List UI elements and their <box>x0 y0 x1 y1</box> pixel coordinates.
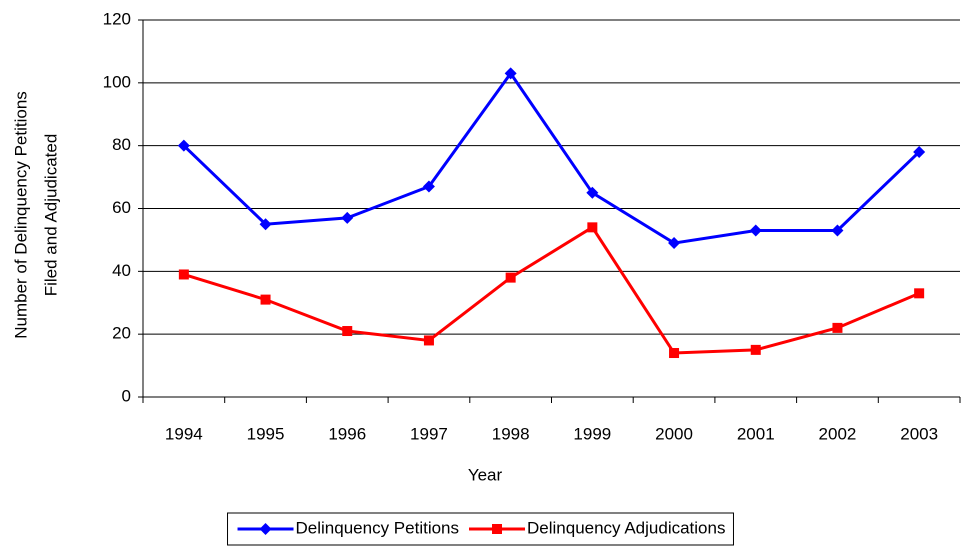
y-tick-label: 60 <box>112 198 131 217</box>
marker <box>178 269 189 280</box>
x-tick-label: 2002 <box>819 424 857 443</box>
y-tick-label: 120 <box>103 9 131 28</box>
y-tick-label: 100 <box>103 72 131 91</box>
y-tick-label: 20 <box>112 324 131 343</box>
legend-label: Delinquency Adjudications <box>527 518 725 537</box>
x-tick-label: 1996 <box>328 424 366 443</box>
marker <box>504 67 517 80</box>
marker <box>342 326 353 337</box>
y-tick-label: 80 <box>112 135 131 154</box>
x-tick-label: 1999 <box>573 424 611 443</box>
marker <box>749 224 762 237</box>
marker <box>750 344 761 355</box>
y-tick-label: 40 <box>112 261 131 280</box>
marker <box>492 524 503 534</box>
marker <box>259 218 272 231</box>
x-tick-label: 1995 <box>247 424 285 443</box>
x-tick-label: 1997 <box>410 424 448 443</box>
x-tick-label: 2003 <box>900 424 938 443</box>
marker <box>831 224 844 237</box>
series-line <box>182 70 921 245</box>
x-tick-label: 1994 <box>165 424 203 443</box>
y-tick-label: 0 <box>122 386 131 405</box>
x-tick-label: 2000 <box>655 424 693 443</box>
marker <box>423 335 434 346</box>
series-line <box>183 225 920 355</box>
marker <box>259 523 272 535</box>
marker <box>669 348 680 359</box>
x-tick-label: 1998 <box>492 424 530 443</box>
marker <box>260 294 271 305</box>
legend-label: Delinquency Petitions <box>296 518 459 537</box>
marker <box>914 288 925 299</box>
marker <box>177 139 190 152</box>
marker <box>341 211 354 224</box>
x-tick-label: 2001 <box>737 424 775 443</box>
marker <box>422 180 435 193</box>
x-axis-label: Year <box>468 465 503 484</box>
marker <box>668 237 681 250</box>
y-axis-label: Number of Delinquency Petitions <box>11 91 30 339</box>
marker <box>505 272 516 283</box>
marker <box>832 322 843 333</box>
marker <box>586 186 599 199</box>
marker <box>913 145 926 158</box>
marker <box>587 222 598 233</box>
y-axis-label: Filed and Adjudicated <box>41 134 60 297</box>
